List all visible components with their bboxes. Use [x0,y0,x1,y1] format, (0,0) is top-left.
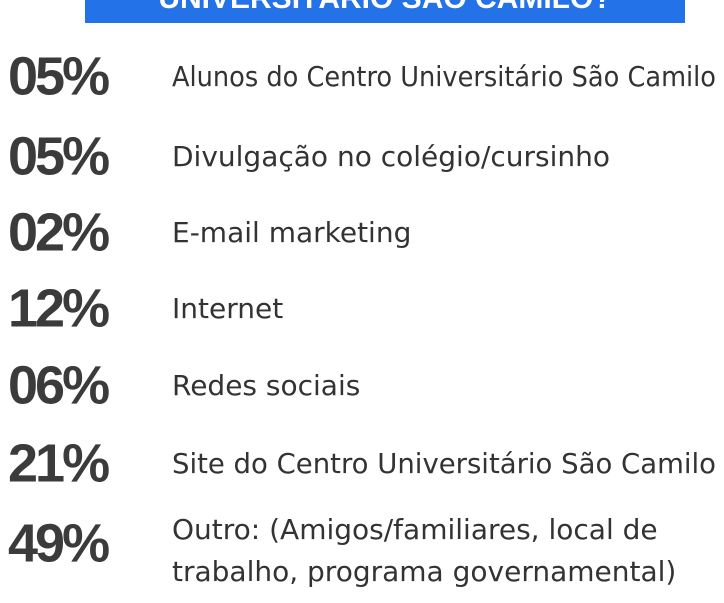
label: trabalho, programa governamental) [172,555,676,588]
percent: 05% [8,46,109,106]
label: Internet [172,292,283,325]
percent: 21% [8,433,109,493]
percent: 05% [8,126,109,186]
header-title: UNIVERSITÁRIO SÃO CAMILO? [158,0,611,15]
label: Divulgação no colégio/cursinho [172,140,610,173]
percent: 02% [8,202,109,262]
label: Redes sociais [172,369,360,402]
label: Alunos do Centro Universitário São Camil… [172,60,716,93]
percent: 49% [8,513,109,573]
percent: 12% [8,278,109,338]
percent: 06% [8,355,109,415]
header-banner [85,0,685,23]
label: Outro: (Amigos/familiares, local de [172,513,658,546]
label: Site do Centro Universitário São Camilo [172,447,716,480]
label: E-mail marketing [172,216,411,249]
